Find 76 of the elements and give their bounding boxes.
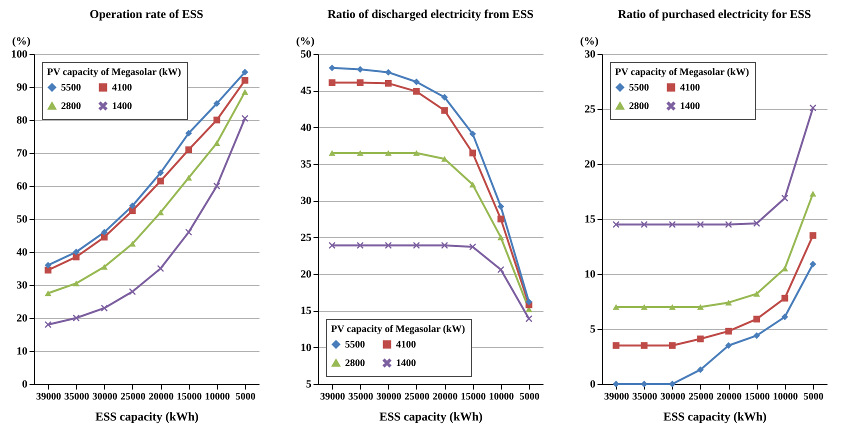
y-tick-label: 5	[590, 324, 596, 336]
x-tick-label: 15000	[744, 392, 770, 402]
y-tick-label: 60	[16, 180, 28, 192]
y-tick-label: 45	[300, 85, 312, 98]
y-tick-label: 40	[16, 246, 28, 258]
x-tick-label: 35000	[348, 392, 374, 402]
y-axis-title: (%)	[580, 36, 599, 48]
y-axis-title: (%)	[12, 36, 31, 48]
chart-title: Operation rate of ESS	[90, 7, 204, 21]
y-tick-label: 80	[16, 114, 28, 126]
x-tick-label: 39000	[36, 392, 62, 402]
y-tick-label: 35	[300, 158, 312, 170]
x-tick-label: 39000	[604, 392, 630, 402]
y-tick-label: 30	[16, 280, 28, 292]
y-tick-label: 10	[300, 342, 312, 354]
y-tick-label: 10	[16, 346, 28, 358]
y-tick-label: 20	[300, 268, 312, 280]
x-axis-title: ESS capacity (kWh)	[379, 410, 483, 424]
y-tick-label: 30	[300, 195, 312, 208]
x-tick-label: 25000	[120, 392, 146, 402]
y-tick-label: 70	[16, 148, 28, 160]
y-tick-label: 0	[590, 378, 596, 390]
y-tick-label: 30	[584, 48, 596, 60]
x-tick-label: 20000	[716, 392, 742, 402]
x-tick-label: 10000	[488, 392, 514, 402]
x-tick-label: 20000	[148, 392, 174, 402]
x-tick-label: 10000	[204, 392, 230, 402]
y-tick-label: 25	[584, 104, 596, 116]
x-tick-label: 15000	[460, 392, 486, 402]
chart-title: Ratio of purchased electricity for ESS	[618, 7, 812, 21]
legend-label: 1400	[112, 101, 132, 112]
y-tick-label: 50	[16, 214, 28, 226]
legend-label: 5500	[61, 82, 81, 94]
legend-label: 5500	[629, 82, 649, 94]
x-tick-label: 5000	[235, 392, 256, 402]
y-tick-label: 15	[300, 305, 312, 318]
x-axis-title: ESS capacity (kWh)	[95, 410, 199, 424]
y-tick-label: 90	[16, 82, 28, 94]
y-tick-label: 5	[306, 378, 312, 390]
x-tick-label: 35000	[64, 392, 90, 402]
x-tick-label: 5000	[519, 392, 540, 402]
legend-label: 2800	[345, 358, 365, 369]
x-tick-label: 30000	[92, 392, 118, 402]
x-tick-label: 5000	[803, 392, 824, 402]
chart-title: Ratio of discharged electricity from ESS	[327, 7, 534, 21]
legend-title: PV capacity of Megasolar (kW)	[47, 67, 182, 78]
y-tick-label: 25	[300, 232, 312, 244]
x-tick-label: 20000	[432, 392, 458, 402]
y-tick-label: 40	[300, 122, 312, 134]
legend-label: 2800	[629, 101, 649, 112]
y-tick-label: 15	[584, 214, 596, 226]
y-axis-title: (%)	[296, 36, 315, 48]
y-tick-label: 0	[22, 378, 28, 390]
x-tick-label: 25000	[404, 392, 430, 402]
x-tick-label: 35000	[632, 392, 658, 402]
legend-title: PV capacity of Megasolar (kW)	[331, 324, 466, 335]
x-tick-label: 10000	[772, 392, 798, 402]
y-tick-label: 50	[300, 48, 312, 60]
legend-label: 4100	[396, 339, 416, 350]
legend-title: PV capacity of Megasolar (kW)	[615, 67, 750, 78]
legend-label: 1400	[680, 101, 700, 112]
x-tick-label: 30000	[376, 392, 402, 402]
y-tick-label: 20	[584, 158, 596, 170]
legend-label: 2800	[61, 101, 81, 112]
legend-label: 1400	[396, 358, 416, 369]
x-tick-label: 30000	[660, 392, 686, 402]
y-tick-label: 10	[584, 268, 596, 280]
x-tick-label: 39000	[320, 392, 346, 402]
legend-label: 4100	[680, 82, 700, 94]
y-tick-label: 20	[16, 312, 28, 324]
y-tick-label: 100	[11, 48, 28, 60]
legend-label: 5500	[345, 339, 365, 350]
x-tick-label: 15000	[176, 392, 202, 402]
x-axis-title: ESS capacity (kWh)	[663, 410, 767, 424]
legend-label: 4100	[112, 82, 132, 94]
x-tick-label: 25000	[688, 392, 714, 402]
